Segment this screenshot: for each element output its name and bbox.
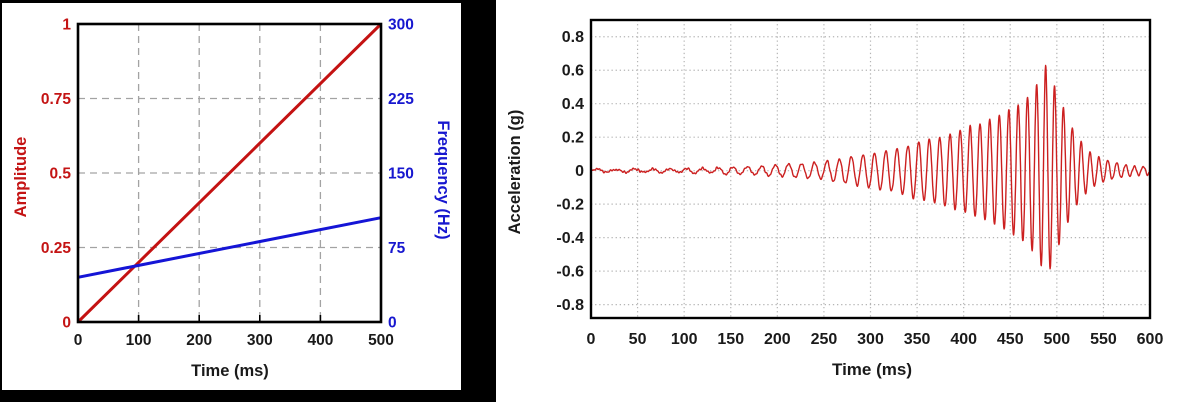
acceleration-tick-label: 0	[575, 163, 584, 180]
frequency-tick-label: 150	[388, 166, 414, 183]
acceleration-tick-label: 0.6	[562, 63, 584, 80]
time-tick-label: 450	[997, 331, 1024, 348]
left-chart-figure: 0 0.25 0.5 0.75 1 0 75 150 225 300 0 100 200 300 400 50…	[0, 0, 496, 402]
time-tick-label: 350	[904, 331, 931, 348]
x-tick-label: 100	[126, 332, 152, 349]
left-grid	[78, 24, 381, 322]
time-tick-label: 500	[1043, 331, 1070, 348]
x-tick-label: 500	[368, 332, 394, 349]
acceleration-tick-label: -0.8	[556, 297, 584, 314]
amplitude-line	[76, 22, 383, 324]
right-plot-border	[589, 18, 1152, 320]
time-tick-label: 150	[717, 331, 744, 348]
acceleration-waveform	[590, 64, 1151, 270]
frequency-hz-line	[77, 216, 382, 279]
amplitude-axis-label: Amplitude	[12, 137, 30, 218]
time-tick-label: 0	[587, 331, 596, 348]
time-tick-label: 400	[950, 331, 977, 348]
left-time-axis-label: Time (ms)	[191, 362, 269, 380]
left-frequency-tick-labels: 0 75 150 225 300	[388, 17, 414, 332]
frequency-tick-label: 0	[388, 315, 397, 332]
acceleration-tick-label: -0.4	[556, 230, 584, 247]
right-time-axis-label: Time (ms)	[832, 360, 912, 379]
amplitude-tick-label: 0.25	[41, 240, 72, 257]
left-chart-generated: 0 0.25 0.5 0.75 1 0 75 150 225 300 0 100 200 300 400 50…	[2, 3, 461, 390]
right-x-tick-labels: 0 50 100 150 200 250 300 350 400 450 500 550 600	[587, 331, 1164, 348]
right-y-tick-labels: 0.8 0.6 0.4 0.2 0 -0.2 -0.4 -0.6 -0.8	[556, 29, 584, 314]
time-tick-label: 200	[764, 331, 791, 348]
acceleration-tick-label: -0.2	[556, 197, 584, 214]
amplitude-tick-label: 1	[62, 17, 71, 34]
frequency-tick-label: 300	[388, 17, 414, 34]
right-chart-generated: 0.80.60.40.20-0.2-0.4-0.6-0.80 50 100 150 20…	[556, 18, 1164, 348]
time-tick-label: 50	[629, 331, 647, 348]
x-tick-label: 200	[186, 332, 212, 349]
x-tick-label: 400	[307, 332, 333, 349]
frequency-tick-label: 225	[388, 91, 414, 108]
frequency-axis-label: Frequency (Hz)	[434, 120, 452, 239]
right-chart-figure: 0.80.60.40.20-0.2-0.4-0.6-0.80 50 100 150 20…	[496, 0, 1177, 402]
acceleration-tick-label: 0.4	[562, 96, 584, 113]
amplitude-tick-label: 0.75	[41, 91, 72, 108]
acceleration-axis-label: Acceleration (g)	[506, 110, 524, 235]
time-tick-label: 550	[1090, 331, 1117, 348]
amplitude-tick-label: 0	[62, 315, 71, 332]
x-tick-label: 0	[74, 332, 83, 349]
x-tick-label: 300	[247, 332, 273, 349]
time-tick-label: 250	[811, 331, 838, 348]
left-amplitude-tick-labels: 0 0.25 0.5 0.75 1	[41, 17, 72, 332]
time-tick-label: 600	[1137, 331, 1164, 348]
left-plot-border	[76, 22, 383, 324]
left-x-tick-labels: 0 100 200 300 400 500	[74, 332, 394, 349]
right-grid	[591, 20, 1150, 318]
acceleration-tick-label: 0.2	[562, 130, 584, 147]
frequency-tick-label: 75	[388, 240, 406, 257]
acceleration-tick-label: 0.8	[562, 29, 584, 46]
amplitude-tick-label: 0.5	[49, 166, 71, 183]
time-tick-label: 100	[671, 331, 698, 348]
time-tick-label: 300	[857, 331, 884, 348]
acceleration-tick-label: -0.6	[556, 264, 584, 281]
